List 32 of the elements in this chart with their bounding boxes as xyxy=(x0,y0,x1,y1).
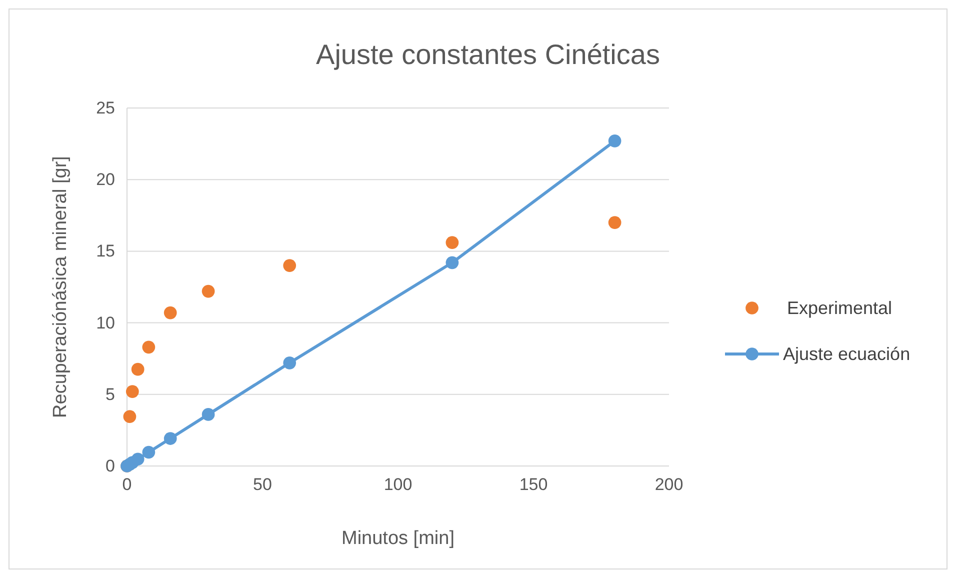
y-tick-label: 15 xyxy=(96,242,115,261)
x-tick-label: 100 xyxy=(384,475,412,494)
point xyxy=(202,284,215,298)
y-tick-label: 20 xyxy=(96,170,115,190)
point xyxy=(126,385,139,398)
x-axis-title: Minutos [min] xyxy=(342,528,454,549)
y-axis-title: Recuperaciónásica mineral [gr] xyxy=(50,156,71,418)
y-tick-label: 25 xyxy=(96,98,115,118)
point xyxy=(608,216,622,229)
point xyxy=(202,408,215,421)
point xyxy=(131,452,144,466)
point xyxy=(164,306,177,320)
point xyxy=(283,356,296,370)
y-tick-label: 5 xyxy=(106,384,115,404)
x-tick-label: 150 xyxy=(519,475,548,494)
y-tick-label: 0 xyxy=(106,456,115,476)
point xyxy=(123,410,136,424)
point xyxy=(142,340,156,354)
point xyxy=(608,134,622,148)
chart-title: Ajuste constantes Cinéticas xyxy=(316,39,660,70)
point xyxy=(446,256,459,270)
x-tick-label: 200 xyxy=(654,475,684,494)
y-tick-label: 10 xyxy=(96,313,115,332)
point xyxy=(142,446,156,459)
point xyxy=(283,259,296,272)
point xyxy=(446,236,459,250)
legend-label: Ajuste ecuación xyxy=(783,344,910,364)
x-tick-label: 0 xyxy=(122,475,132,494)
x-tick-label: 50 xyxy=(253,475,272,494)
legend-label: Experimental xyxy=(787,298,892,318)
point xyxy=(131,362,144,376)
point xyxy=(164,432,177,445)
